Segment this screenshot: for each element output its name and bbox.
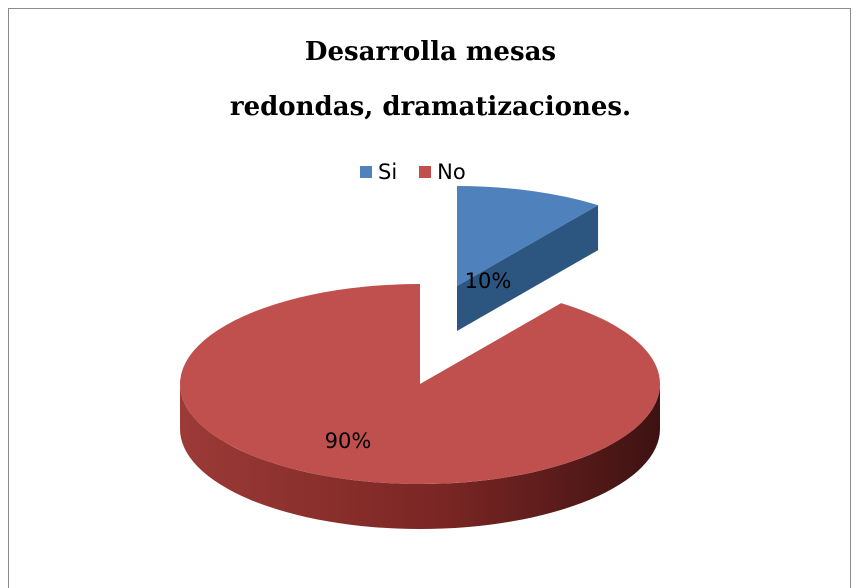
slice-no: 90% <box>180 284 661 529</box>
legend-item-no: No <box>419 160 466 184</box>
slice-top-no <box>180 284 661 484</box>
legend-item-si: Si <box>360 160 397 184</box>
legend-swatch-si <box>360 166 372 178</box>
legend-label-no: No <box>437 160 466 184</box>
slice-side-no <box>180 384 660 529</box>
chart-title-line-1: Desarrolla mesas <box>304 37 557 67</box>
data-label-si: 10% <box>465 269 512 293</box>
chart-legend: Si No <box>360 157 488 187</box>
chart-title-line-2: redondas, dramatizaciones. <box>229 92 632 122</box>
data-label-no: 90% <box>325 429 372 453</box>
slice-wall-si <box>457 205 599 331</box>
pie-layer: 90% 10% <box>180 186 661 529</box>
slice-top-si <box>457 186 599 286</box>
legend-swatch-no <box>419 166 432 178</box>
slice-si: 10% <box>457 186 599 331</box>
legend-label-si: Si <box>378 160 398 184</box>
